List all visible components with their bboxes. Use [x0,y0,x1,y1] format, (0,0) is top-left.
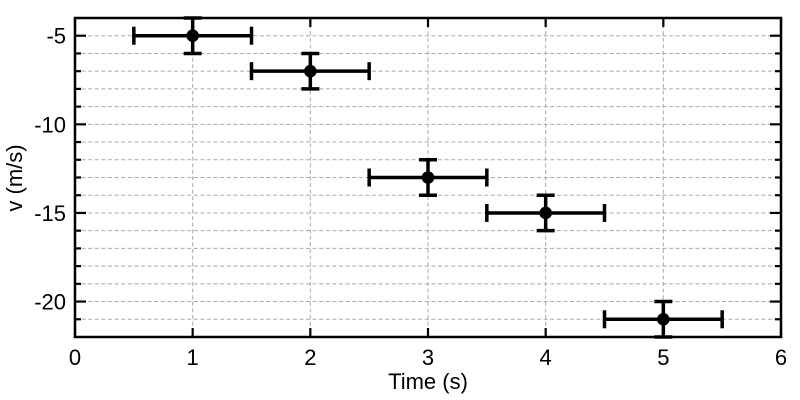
y-tick-label: -15 [34,201,66,226]
error-bar [132,16,254,56]
axis-ticks [73,18,783,337]
x-tick-label: 3 [422,345,434,370]
data-point [657,312,670,326]
x-tick-label: 0 [69,345,81,370]
y-tick-label: -5 [46,24,66,49]
data-point [186,29,199,43]
y-axis-label: v (m/s) [2,144,27,212]
tick-labels: -5 -10 -15 -20 0 1 2 3 4 5 6 [34,24,787,370]
y-tick-label: -10 [34,112,66,137]
x-tick-label: 2 [304,345,316,370]
data-point [539,206,552,220]
y-tick-label: -20 [34,290,66,315]
data-point [421,171,435,184]
x-tick-label: 1 [187,345,199,370]
x-axis-label: Time (s) [388,369,468,394]
data-point [304,64,317,78]
series-velocity-vs-time [132,16,724,339]
x-tick-label: 6 [775,345,787,370]
x-tick-label: 4 [540,345,552,370]
x-tick-label: 5 [657,345,669,370]
